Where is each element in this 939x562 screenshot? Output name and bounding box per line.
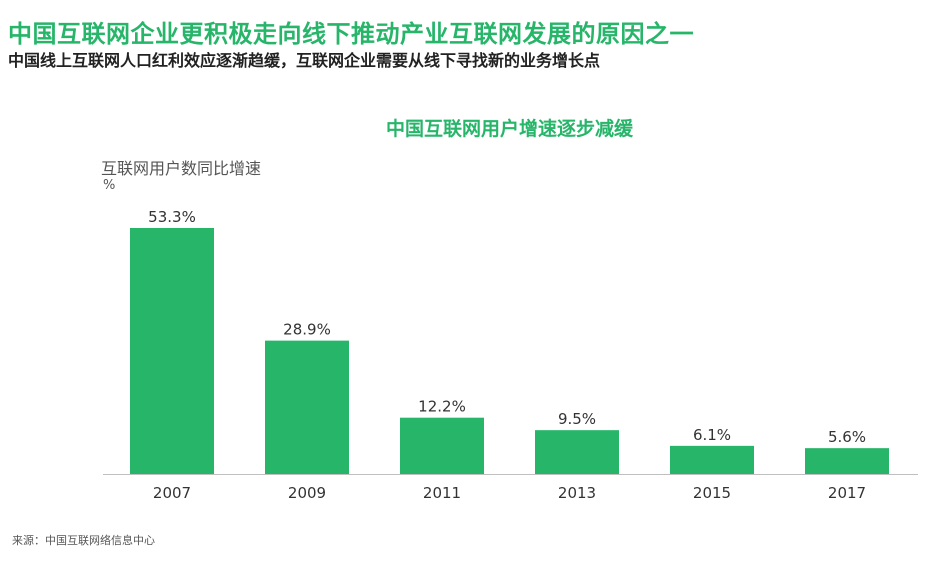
y-axis-label: 互联网用户数同比增速 [101, 159, 262, 178]
bar-2015 [670, 445, 754, 474]
data-label-2009: 28.9% [283, 321, 331, 339]
x-tick-2013: 2013 [558, 484, 596, 502]
data-label-2011: 12.2% [418, 398, 466, 416]
page-subtitle: 中国线上互联网人口红利效应逐渐趋缓，互联网企业需要从线下寻找新的业务增长点 [8, 51, 601, 70]
x-tick-2009: 2009 [288, 484, 326, 502]
x-tick-2017: 2017 [828, 484, 866, 502]
y-axis-unit: % [103, 178, 116, 193]
bar-2017 [805, 448, 889, 474]
bar-2013 [535, 430, 619, 474]
data-label-2013: 9.5% [558, 410, 596, 428]
page-title: 中国互联网企业更积极走向线下推动产业互联网发展的原因之一 [8, 20, 694, 48]
x-tick-2015: 2015 [693, 484, 731, 502]
bar-2011 [400, 417, 484, 474]
bar-2007 [130, 228, 214, 474]
bar-2009 [265, 340, 349, 474]
data-label-2007: 53.3% [148, 208, 196, 226]
data-label-2015: 6.1% [693, 426, 731, 444]
data-label-2017: 5.6% [828, 428, 866, 446]
x-tick-2011: 2011 [423, 484, 461, 502]
chart-title: 中国互联网用户增速逐步减缓 [385, 118, 633, 140]
x-tick-2007: 2007 [153, 484, 191, 502]
source-note: 来源：中国互联网络信息中心 [12, 534, 155, 547]
